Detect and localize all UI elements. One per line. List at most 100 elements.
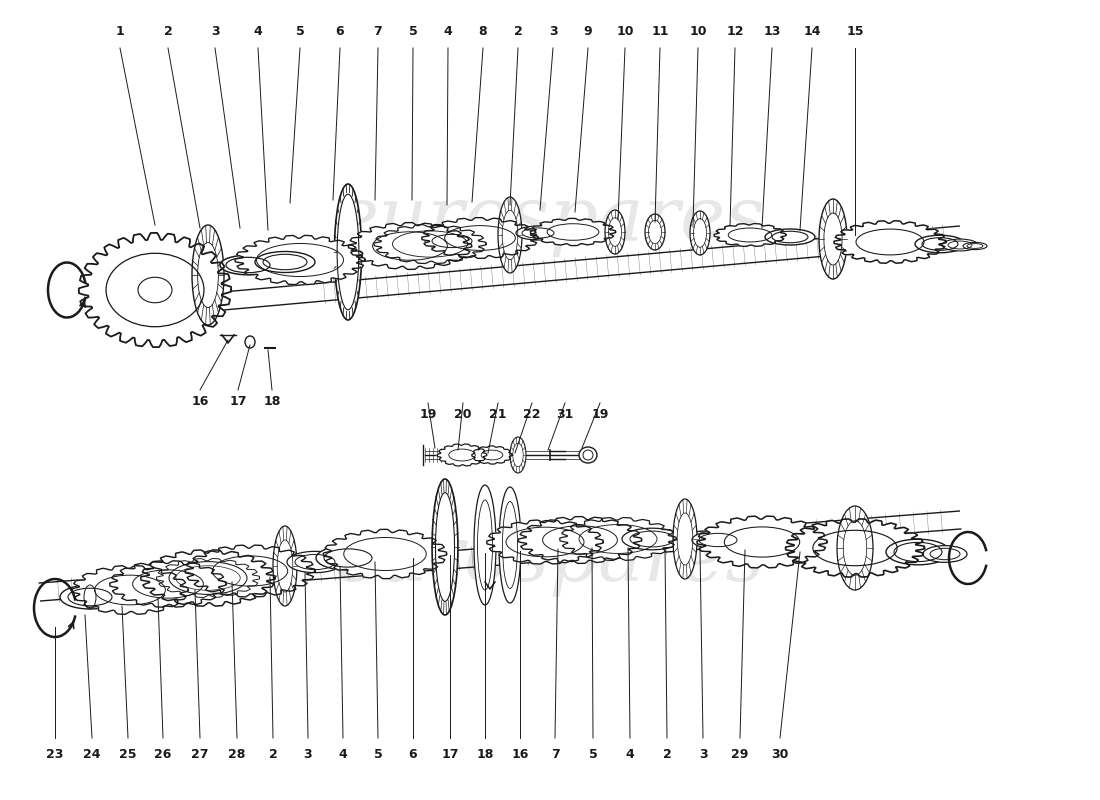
- Text: eurospares: eurospares: [334, 183, 766, 257]
- Text: 5: 5: [296, 25, 305, 38]
- Ellipse shape: [621, 528, 682, 550]
- Ellipse shape: [498, 197, 522, 273]
- Polygon shape: [79, 233, 231, 347]
- Polygon shape: [185, 545, 315, 597]
- Text: 25: 25: [119, 748, 136, 761]
- Text: 22: 22: [524, 408, 541, 421]
- Ellipse shape: [690, 211, 710, 255]
- Ellipse shape: [645, 214, 665, 250]
- Ellipse shape: [579, 447, 597, 463]
- Text: 11: 11: [651, 25, 669, 38]
- Text: 3: 3: [698, 748, 707, 761]
- Polygon shape: [472, 446, 513, 464]
- Text: 7: 7: [374, 25, 383, 38]
- Text: 26: 26: [154, 748, 172, 761]
- Text: 6: 6: [336, 25, 344, 38]
- Text: 23: 23: [46, 748, 64, 761]
- Text: 9: 9: [584, 25, 592, 38]
- Text: 16: 16: [512, 748, 529, 761]
- Text: 13: 13: [763, 25, 781, 38]
- Polygon shape: [110, 561, 227, 607]
- Polygon shape: [141, 550, 275, 606]
- Text: 10: 10: [690, 25, 706, 38]
- Ellipse shape: [915, 235, 965, 253]
- Ellipse shape: [820, 199, 847, 279]
- Text: 27: 27: [191, 748, 209, 761]
- Ellipse shape: [334, 184, 362, 320]
- Text: 2: 2: [164, 25, 173, 38]
- Text: 4: 4: [443, 25, 452, 38]
- Polygon shape: [156, 558, 260, 598]
- Ellipse shape: [764, 229, 815, 245]
- Polygon shape: [235, 235, 365, 285]
- Text: 20: 20: [454, 408, 472, 421]
- Ellipse shape: [516, 226, 560, 240]
- Text: 15: 15: [846, 25, 864, 38]
- Ellipse shape: [273, 526, 297, 606]
- Polygon shape: [714, 224, 785, 246]
- Text: 4: 4: [626, 748, 635, 761]
- Text: 5: 5: [374, 748, 383, 761]
- Ellipse shape: [692, 531, 744, 549]
- Text: 3: 3: [549, 25, 558, 38]
- Text: 5: 5: [408, 25, 417, 38]
- Text: eurospares: eurospares: [334, 523, 766, 597]
- Text: 30: 30: [771, 748, 789, 761]
- Ellipse shape: [425, 232, 478, 250]
- Ellipse shape: [192, 225, 224, 325]
- Text: 19: 19: [592, 408, 608, 421]
- Polygon shape: [72, 566, 188, 614]
- Polygon shape: [518, 517, 641, 563]
- Text: 17: 17: [229, 395, 246, 408]
- Ellipse shape: [605, 210, 625, 254]
- Text: 28: 28: [229, 748, 245, 761]
- Polygon shape: [421, 218, 538, 258]
- Text: 2: 2: [268, 748, 277, 761]
- Ellipse shape: [255, 251, 315, 273]
- Text: 3: 3: [304, 748, 312, 761]
- Text: 17: 17: [441, 748, 459, 761]
- Text: 6: 6: [409, 748, 417, 761]
- Ellipse shape: [673, 499, 697, 579]
- Polygon shape: [323, 530, 447, 578]
- Text: 4: 4: [339, 748, 348, 761]
- Text: 19: 19: [419, 408, 437, 421]
- Text: 7: 7: [551, 748, 560, 761]
- Polygon shape: [785, 519, 924, 577]
- Polygon shape: [438, 444, 486, 466]
- Polygon shape: [697, 516, 827, 568]
- Text: 12: 12: [726, 25, 744, 38]
- Ellipse shape: [837, 506, 873, 590]
- Ellipse shape: [886, 539, 950, 565]
- Ellipse shape: [499, 487, 521, 603]
- Text: 16: 16: [191, 395, 209, 408]
- Ellipse shape: [220, 255, 276, 274]
- Polygon shape: [487, 520, 603, 564]
- Polygon shape: [834, 221, 946, 263]
- Polygon shape: [374, 225, 486, 263]
- Text: 14: 14: [803, 25, 821, 38]
- Text: 5: 5: [588, 748, 597, 761]
- Text: 24: 24: [84, 748, 101, 761]
- Text: 21: 21: [490, 408, 507, 421]
- Polygon shape: [560, 518, 676, 561]
- Text: 3: 3: [211, 25, 219, 38]
- Ellipse shape: [316, 546, 380, 570]
- Ellipse shape: [510, 437, 526, 473]
- Text: 4: 4: [254, 25, 263, 38]
- Ellipse shape: [474, 485, 496, 605]
- Text: 10: 10: [616, 25, 634, 38]
- Ellipse shape: [432, 479, 458, 615]
- Text: 18: 18: [263, 395, 280, 408]
- Polygon shape: [349, 222, 472, 270]
- Text: 18: 18: [476, 748, 494, 761]
- Ellipse shape: [287, 551, 343, 573]
- Ellipse shape: [60, 585, 120, 609]
- Ellipse shape: [942, 239, 978, 251]
- Ellipse shape: [962, 242, 987, 250]
- Text: 29: 29: [732, 748, 749, 761]
- Polygon shape: [530, 218, 616, 246]
- Ellipse shape: [923, 546, 967, 562]
- Text: 31: 31: [557, 408, 574, 421]
- Text: 2: 2: [514, 25, 522, 38]
